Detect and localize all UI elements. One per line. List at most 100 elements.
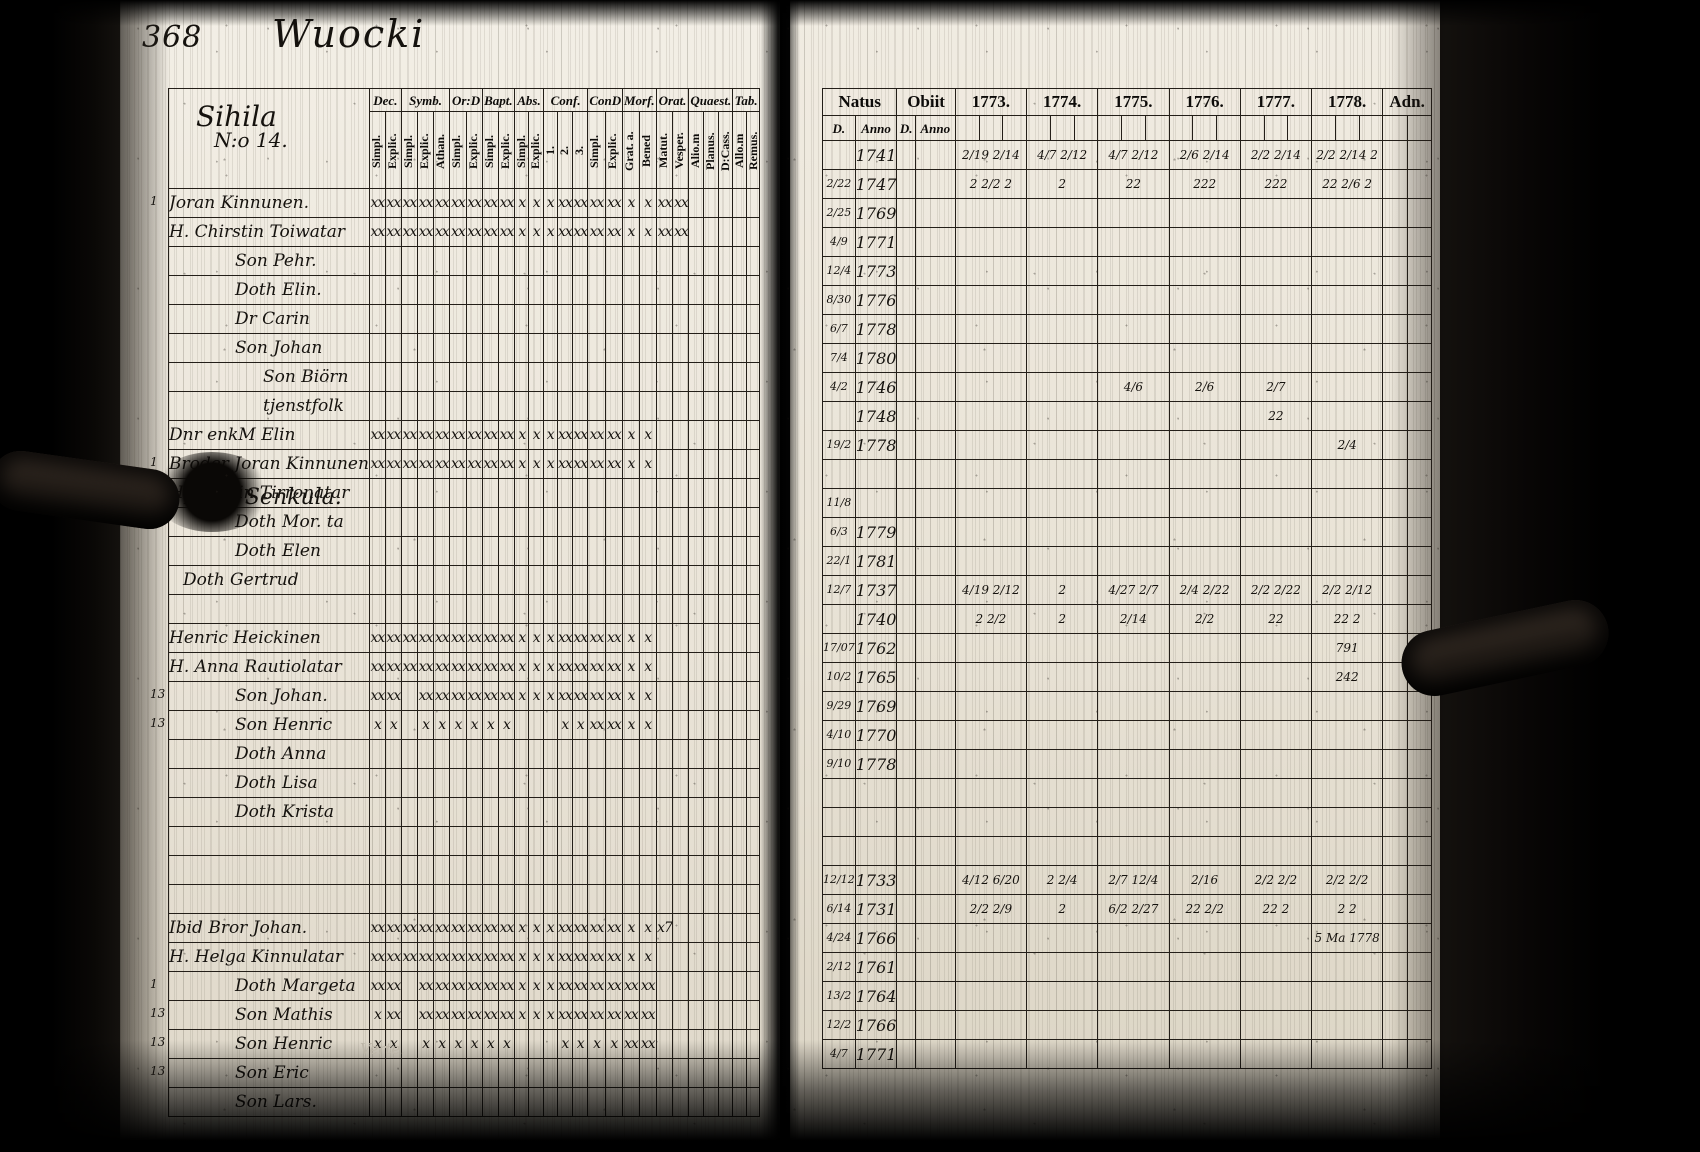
left-sub-header-0: Simpl. (369, 111, 386, 189)
attendance-mark-cell: xx (400, 449, 418, 479)
year-1773-cell (954, 227, 1028, 257)
attendance-mark-cell (745, 536, 761, 566)
attendance-mark-cell (703, 536, 719, 566)
attendance-mark-cell (556, 536, 574, 566)
year-1778-cell: 2/4 (1311, 430, 1384, 460)
right-register-table: Natus Obiit 1773. 1774. 1775. 1776. 1777… (821, 88, 1433, 1069)
attendance-mark-cell (622, 565, 640, 595)
person-name-cell: H. Chirstin Toiwatar (168, 217, 370, 247)
attendance-mark-cell (745, 739, 761, 769)
attendance-mark-cell (587, 275, 606, 305)
attendance-mark-cell: xx (416, 971, 435, 1001)
attendance-mark-cell (672, 420, 690, 450)
year-1777-cell (1239, 807, 1313, 837)
attendance-mark-cell (416, 362, 435, 392)
attendance-mark-cell: xx (481, 652, 499, 682)
attendance-mark-cell (717, 304, 734, 334)
year-1776-cell: 2/6 (1168, 372, 1241, 402)
attendance-mark-cell (717, 913, 734, 943)
attendance-mark-cell: xx (556, 449, 574, 479)
year-1778-cell (1311, 488, 1384, 518)
attendance-mark-cell (638, 739, 657, 769)
attendance-mark-cell (732, 536, 747, 566)
attendance-mark-cell: xx (384, 623, 402, 653)
natus-year-cell (854, 836, 898, 866)
attendance-mark-cell (465, 246, 483, 276)
left-sub-header-label: Planus. (703, 132, 718, 170)
attendance-mark-cell (717, 246, 734, 276)
left-sub-header-label: 3. (572, 146, 587, 156)
year-0-sub-0 (954, 115, 980, 141)
left-sub-header-label: Explic. (465, 133, 480, 169)
obiit-year-cell (914, 517, 956, 547)
attendance-mark-cell: xx (465, 188, 483, 218)
table-row: 11/8 (822, 488, 1433, 518)
year-1778-cell (1311, 459, 1384, 489)
natus-day-cell: 12/12 (822, 865, 856, 895)
attendance-mark-cell (514, 768, 530, 798)
year-1776-cell (1168, 720, 1241, 750)
attendance-mark-cell: xx (572, 623, 589, 653)
attendance-mark-cell: xx (384, 942, 402, 972)
attendance-mark-cell (400, 681, 418, 711)
year-1777-cell (1239, 749, 1313, 779)
left-sub-header-14: Simpl. (587, 111, 606, 189)
right-sub-header-row: D. Anno D. Anno (822, 115, 1433, 141)
attendance-mark-cell: xx (449, 681, 467, 711)
attendance-mark-cell (655, 246, 674, 276)
left-sub-header-label: Explic. (384, 133, 399, 169)
obiit-day-cell (896, 488, 916, 518)
attendance-mark-cell (433, 797, 451, 827)
obiit-day-cell (896, 807, 916, 837)
obiit-day-cell (896, 894, 916, 924)
attendance-mark-cell (688, 971, 705, 1001)
natus-year-cell: 1769 (854, 691, 898, 721)
obiit-day-cell (896, 691, 916, 721)
person-name-cell: Doth Elen (168, 536, 370, 566)
attendance-mark-cell (717, 449, 734, 479)
attendance-mark-cell (400, 797, 418, 827)
attendance-mark-cell: xx (400, 913, 418, 943)
attendance-mark-cell (732, 652, 747, 682)
year-1777-cell (1239, 430, 1313, 460)
attendance-mark-cell (572, 536, 589, 566)
year-1775-cell (1097, 430, 1170, 460)
attendance-mark-cell (655, 391, 674, 421)
year-1775-cell (1097, 314, 1170, 344)
attendance-mark-cell: xx (433, 1000, 451, 1030)
attendance-mark-cell: x (433, 710, 451, 740)
natus-year-cell: 1780 (854, 343, 898, 373)
group-header-1776: 1776. (1168, 88, 1241, 116)
right-table-body: 1741 2/19 2/14 4/7 2/12 4/7 2/12 2/6 2/14 2/2… (822, 140, 1433, 1069)
year-1776-cell (1168, 488, 1241, 518)
attendance-mark-cell (717, 797, 734, 827)
year-1773-cell (954, 488, 1028, 518)
year-1774-cell (1026, 285, 1099, 315)
attendance-mark-cell (587, 565, 606, 595)
attendance-mark-cell (745, 449, 761, 479)
year-1777-cell (1239, 836, 1313, 866)
attendance-mark-cell (433, 594, 451, 624)
left-sub-header-label: 1. (542, 146, 557, 156)
attendance-mark-cell (368, 739, 386, 769)
year-1778-cell: 5 Ma 1778 (1311, 923, 1384, 953)
attendance-mark-cell (542, 739, 558, 769)
attendance-mark-cell (449, 362, 467, 392)
attendance-mark-cell (688, 304, 705, 334)
attendance-mark-cell (514, 362, 530, 392)
attendance-mark-cell: xx (416, 217, 435, 247)
attendance-mark-cell (703, 275, 719, 305)
attendance-mark-cell (732, 362, 747, 392)
attendance-mark-cell (368, 246, 386, 276)
attendance-mark-cell (688, 826, 705, 856)
attendance-mark-cell (745, 333, 761, 363)
attendance-mark-cell (672, 768, 690, 798)
attendance-mark-cell: xx (497, 623, 516, 653)
attendance-mark-cell (416, 536, 435, 566)
year-1777-cell (1239, 981, 1313, 1011)
attendance-mark-cell (638, 362, 657, 392)
attendance-mark-cell (672, 913, 690, 943)
attendance-mark-cell (688, 420, 705, 450)
row-lead-number: 13 (150, 1006, 166, 1020)
